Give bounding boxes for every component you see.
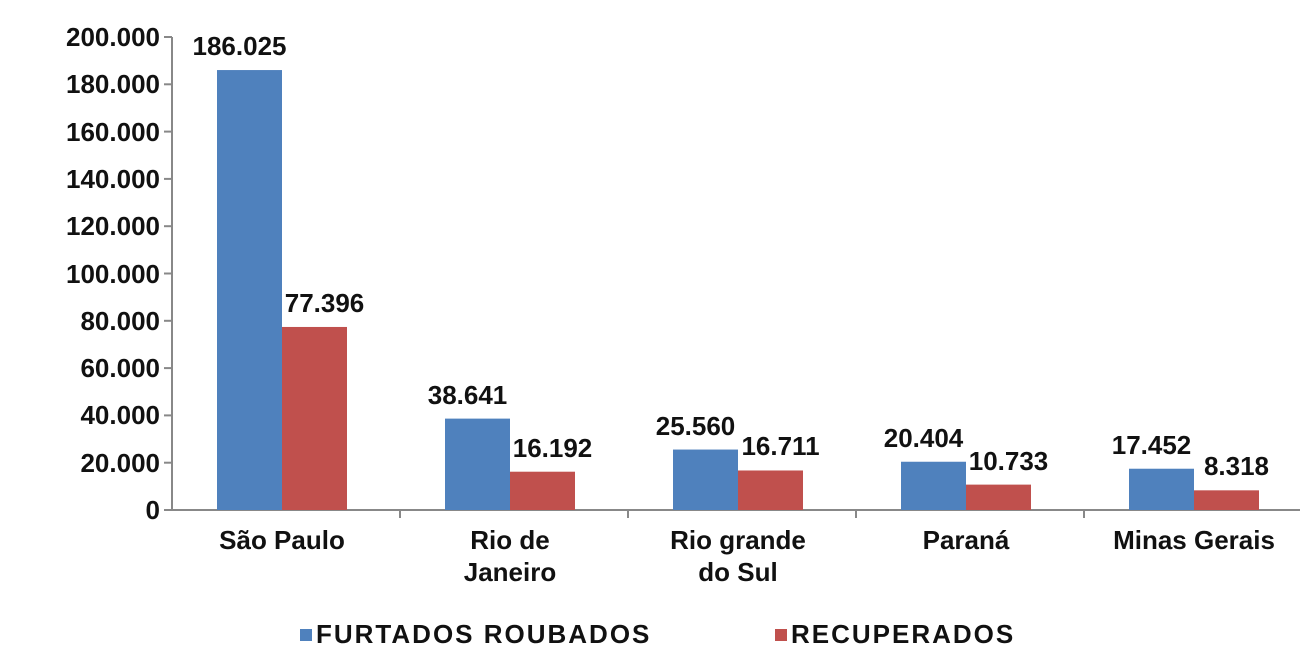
data-label: 38.641: [427, 379, 508, 410]
legend-swatch: [775, 629, 787, 641]
bar: [217, 70, 282, 510]
y-tick-label: 200.000: [66, 22, 160, 52]
data-label: 16.192: [512, 432, 593, 463]
data-label: 8.318: [1203, 451, 1270, 482]
x-tick-label: Rio de Janeiro: [463, 525, 557, 587]
y-tick-label: 120.000: [66, 211, 160, 242]
data-label: 25.560: [655, 410, 736, 441]
x-tick-label: Minas Gerais: [1113, 525, 1275, 555]
x-tick-label: Rio grande do Sul: [670, 525, 806, 587]
bar: [1194, 490, 1259, 510]
data-label: 20.404: [883, 422, 964, 453]
bar: [445, 418, 510, 510]
y-tick-label: 40.000: [80, 400, 160, 431]
y-tick-label: 0: [145, 495, 160, 525]
legend-swatch: [300, 629, 312, 641]
y-tick-label: 180.000: [66, 69, 160, 100]
y-tick-label: 100.000: [66, 258, 160, 289]
bar: [1129, 468, 1194, 510]
y-tick-label: 140.000: [66, 163, 160, 194]
data-label: 77.396: [284, 287, 365, 318]
bar: [673, 449, 738, 510]
bar: [282, 326, 347, 510]
data-label: 186.025: [192, 31, 287, 62]
y-tick-label: 20.000: [80, 447, 160, 478]
x-tick-label: Paraná: [922, 525, 1010, 555]
data-label: 16.711: [741, 431, 820, 462]
y-tick-label: 80.000: [80, 305, 160, 336]
legend-label: FURTADOS ROUBADOS: [316, 619, 652, 646]
y-tick-label: 160.000: [66, 116, 160, 147]
bar: [966, 484, 1031, 510]
x-tick-label: São Paulo: [219, 525, 345, 555]
legend-label: RECUPERADOS: [791, 619, 1016, 646]
bar: [901, 461, 966, 510]
bar: [510, 471, 575, 510]
bar: [738, 470, 803, 510]
y-tick-label: 60.000: [80, 353, 160, 384]
data-label: 10.733: [968, 445, 1049, 476]
data-label: 17.452: [1111, 429, 1192, 460]
